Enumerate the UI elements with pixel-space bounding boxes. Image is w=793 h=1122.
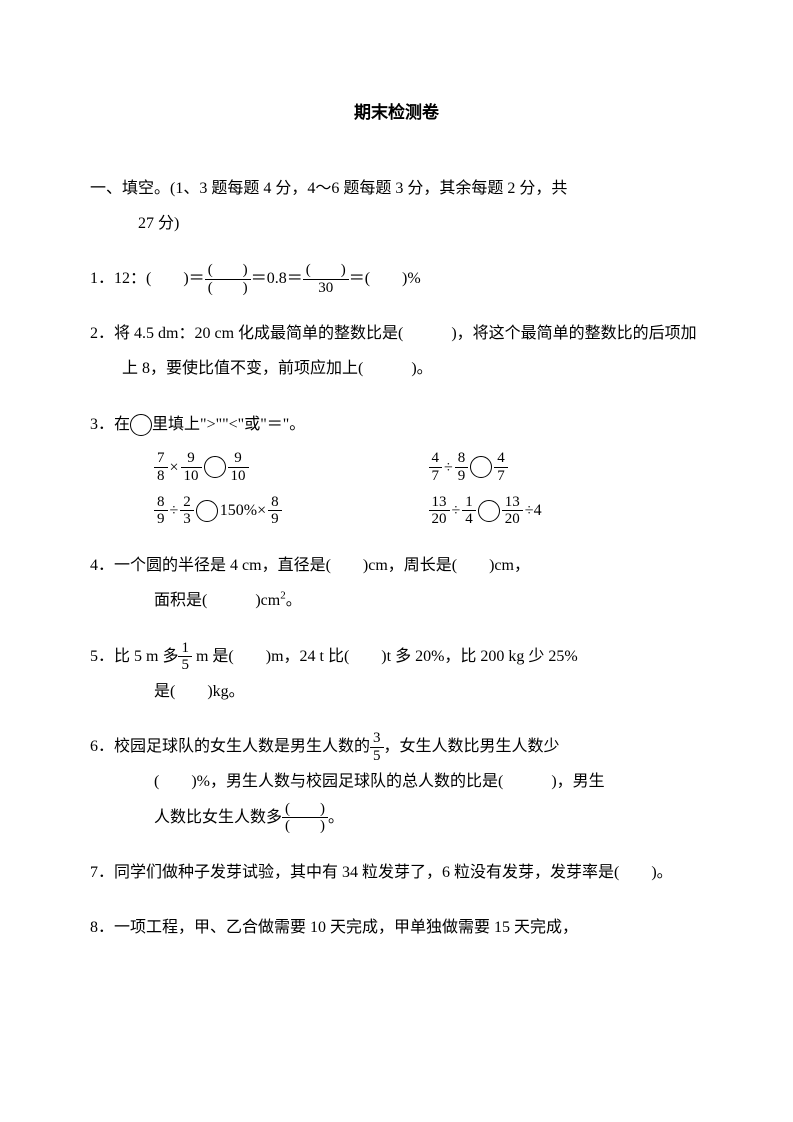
q1-text3: ＝( )%	[349, 270, 421, 287]
f-den: 7	[429, 468, 443, 485]
f-den: 9	[154, 511, 168, 528]
f-num: 3	[370, 730, 384, 748]
q5-line2: 是( )kg。	[122, 674, 703, 709]
page-title: 期末检测卷	[90, 100, 703, 126]
q6-tail: 。	[328, 809, 344, 826]
q3-label: 3．	[90, 416, 114, 433]
f-den: 5	[178, 657, 192, 674]
op: ÷	[444, 450, 453, 485]
f-den: 5	[370, 748, 384, 765]
q1-frac2: ( )30	[303, 262, 349, 296]
q2-label: 2．	[90, 325, 114, 342]
f-num: 4	[429, 450, 443, 468]
q1-frac1-den: ( )	[205, 280, 251, 297]
f-num: 7	[154, 450, 168, 468]
circle-icon	[204, 456, 226, 478]
op: ÷	[170, 493, 179, 528]
q6-line3-wrap: 人数比女生人数多( )( )。	[122, 800, 703, 835]
f-den: 9	[268, 511, 282, 528]
q5-mid: m 是( )m，24 t 比( )t 多 20%，比 200 kg 少 25%	[192, 648, 578, 665]
f-num: ( )	[282, 801, 328, 819]
f-num: 8	[154, 494, 168, 512]
q6-frac1: 35	[370, 730, 384, 764]
f-den: 4	[462, 511, 476, 528]
f-den: 9	[455, 468, 469, 485]
section-1-line1: 一、填空。(1、3 题每题 4 分，4～6 题每题 3 分，其余每题 2 分，共	[90, 171, 703, 206]
q1-text1: 12：( )＝	[114, 270, 205, 287]
circle-icon	[478, 500, 500, 522]
tail-text: ÷4	[525, 493, 542, 528]
question-3: 3．在里填上">""<"或"＝"。 78 × 910 910 47 ÷ 89 4…	[90, 407, 703, 529]
q1-frac1-num: ( )	[205, 262, 251, 280]
op: ÷	[452, 493, 461, 528]
q4-line1: 一个圆的半径是 4 cm，直径是( )cm，周长是( )cm，	[114, 557, 530, 574]
f-den: ( )	[282, 818, 328, 835]
question-7: 7．同学们做种子发芽试验，其中有 34 粒发芽了，6 粒没有发芽，发芽率是( )…	[90, 855, 703, 890]
f-num: 9	[228, 450, 249, 468]
f-num: 8	[455, 450, 469, 468]
f-num: 2	[180, 494, 194, 512]
q1-text2: ＝0.8＝	[251, 270, 303, 287]
q7-label: 7．	[90, 864, 114, 881]
q1-frac2-num: ( )	[303, 262, 349, 280]
f-den: 10	[181, 468, 202, 485]
f-num: 13	[502, 494, 523, 512]
q6-line2: ( )%，男生人数与校园足球队的总人数的比是( )，男生	[122, 764, 703, 799]
q8-label: 8．	[90, 919, 114, 936]
op: ×	[170, 450, 179, 485]
q3-r1c1: 78 × 910 910	[154, 450, 429, 485]
q1-frac1: ( )( )	[205, 262, 251, 296]
q3-r2c2: 1320 ÷ 14 1320 ÷4	[429, 493, 704, 528]
f-den: 8	[154, 468, 168, 485]
f-num: 13	[429, 494, 450, 512]
question-5: 5．比 5 m 多15 m 是( )m，24 t 比( )t 多 20%，比 2…	[90, 639, 703, 710]
circle-icon	[470, 456, 492, 478]
mid-text: 150%×	[220, 493, 266, 528]
question-6: 6．校园足球队的女生人数是男生人数的35，女生人数比男生人数少 ( )%，男生人…	[90, 729, 703, 835]
q5-frac: 15	[178, 640, 192, 674]
q4-line2: 面积是( )cm	[154, 592, 280, 609]
q5-pre: 比 5 m 多	[114, 648, 178, 665]
q3-r1c2: 47 ÷ 89 47	[429, 450, 704, 485]
q4-line2-wrap: 面积是( )cm2。	[122, 583, 703, 618]
question-4: 4．一个圆的半径是 4 cm，直径是( )cm，周长是( )cm， 面积是( )…	[90, 548, 703, 618]
circle-icon	[196, 500, 218, 522]
f-num: 1	[178, 640, 192, 658]
f-den: 7	[494, 468, 508, 485]
section-1-line2: 27 分)	[90, 206, 703, 241]
q6-frac2: ( )( )	[282, 801, 328, 835]
q2-text: 将 4.5 dm：20 cm 化成最简单的整数比是( )，将这个最简单的整数比的…	[114, 325, 697, 377]
f-num: 4	[494, 450, 508, 468]
f-den: 20	[429, 511, 450, 528]
question-2: 2．将 4.5 dm：20 cm 化成最简单的整数比是( )，将这个最简单的整数…	[90, 316, 703, 386]
f-num: 9	[181, 450, 202, 468]
f-num: 1	[462, 494, 476, 512]
f-den: 10	[228, 468, 249, 485]
q6-label: 6．	[90, 738, 114, 755]
q3-r2c1: 89 ÷ 23 150%× 89	[154, 493, 429, 528]
f-den: 20	[502, 511, 523, 528]
q7-text: 同学们做种子发芽试验，其中有 34 粒发芽了，6 粒没有发芽，发芽率是( )。	[114, 864, 673, 881]
q4-tail: 。	[286, 592, 302, 609]
q6-pre: 校园足球队的女生人数是男生人数的	[114, 738, 370, 755]
q1-label: 1．	[90, 270, 114, 287]
q4-label: 4．	[90, 557, 114, 574]
q3-row2: 89 ÷ 23 150%× 89 1320 ÷ 14 1320 ÷4	[122, 493, 703, 528]
f-den: 3	[180, 511, 194, 528]
q6-mid1: ，女生人数比男生人数少	[384, 738, 560, 755]
q6-line3a: 人数比女生人数多	[154, 809, 282, 826]
q3-row1: 78 × 910 910 47 ÷ 89 47	[122, 450, 703, 485]
q5-label: 5．	[90, 648, 114, 665]
f-num: 8	[268, 494, 282, 512]
section-1-header: 一、填空。(1、3 题每题 4 分，4～6 题每题 3 分，其余每题 2 分，共…	[90, 171, 703, 241]
question-8: 8．一项工程，甲、乙合做需要 10 天完成，甲单独做需要 15 天完成，	[90, 910, 703, 945]
question-1: 1．12：( )＝( )( )＝0.8＝( )30＝( )%	[90, 261, 703, 296]
q8-text: 一项工程，甲、乙合做需要 10 天完成，甲单独做需要 15 天完成，	[114, 919, 578, 936]
circle-icon	[130, 414, 152, 436]
q3-intro2: 里填上">""<"或"＝"。	[152, 416, 305, 433]
q3-intro1: 在	[114, 416, 130, 433]
q1-frac2-den: 30	[303, 280, 349, 297]
